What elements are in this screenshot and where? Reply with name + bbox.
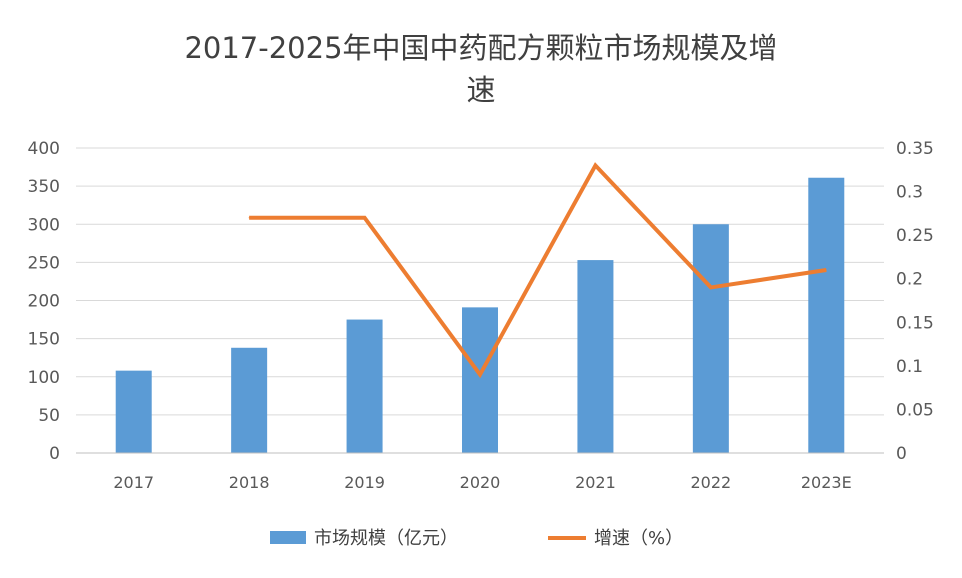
y-right-tick-label: 0.1	[896, 357, 923, 377]
legend: 市场规模（亿元） 增速（%）	[270, 528, 683, 549]
chart-title-line2: 速	[466, 73, 495, 107]
y-left-tick-label: 350	[28, 177, 60, 197]
y-right-tick-label: 0.25	[896, 226, 934, 246]
line-series	[248, 162, 827, 379]
y-left-tick-label: 250	[28, 253, 60, 273]
chart-title-line1: 2017-2025年中国中药配方颗粒市场规模及增	[184, 31, 777, 65]
bar-series	[115, 177, 845, 454]
axes: 0 50 100 150 200 250 300 350 400 0 0.05 0.1 0.15 0.2 0…	[28, 139, 934, 492]
point-growth-rate	[594, 164, 596, 166]
y-right-tick-label: 0.05	[896, 400, 934, 420]
y-right-tick-label: 0.2	[896, 270, 923, 290]
x-tick-label: 2019	[344, 473, 385, 492]
bar-market-size	[115, 370, 152, 453]
y-left-tick-label: 150	[28, 330, 60, 350]
point-growth-rate	[479, 374, 481, 376]
y-left-tick-label: 50	[38, 406, 60, 426]
y-left-tick-label: 0	[49, 444, 60, 464]
bar-market-size	[346, 319, 383, 453]
bar-market-size	[692, 224, 729, 453]
point-growth-rate	[825, 269, 827, 271]
x-tick-label: 2023E	[801, 473, 852, 492]
y-left-tick-label: 200	[28, 292, 60, 312]
bar-market-size	[577, 260, 614, 453]
y-right-tick-label: 0	[896, 444, 907, 464]
bar-market-size	[808, 177, 845, 454]
point-growth-rate	[710, 286, 712, 288]
x-tick-label: 2017	[113, 473, 154, 492]
legend-swatch-market-size	[270, 531, 306, 544]
y-right-tick-label: 0.35	[896, 139, 934, 159]
line-growth-rate	[249, 162, 827, 379]
y-right-tick-label: 0.3	[896, 183, 923, 203]
x-tick-label: 2022	[690, 473, 731, 492]
y-left-tick-label: 300	[28, 215, 60, 235]
legend-label-growth-rate: 增速（%）	[594, 528, 683, 549]
y-right-tick-label: 0.15	[896, 313, 934, 333]
y-left-tick-label: 400	[28, 139, 60, 159]
bar-market-size	[231, 347, 268, 453]
point-growth-rate	[248, 217, 250, 219]
y-left-tick-label: 100	[28, 368, 60, 388]
point-growth-rate	[364, 217, 366, 219]
x-tick-label: 2021	[575, 473, 616, 492]
x-tick-label: 2020	[460, 473, 501, 492]
legend-label-market-size: 市场规模（亿元）	[314, 528, 458, 549]
bar-market-size	[462, 307, 498, 453]
x-tick-label: 2018	[229, 473, 270, 492]
